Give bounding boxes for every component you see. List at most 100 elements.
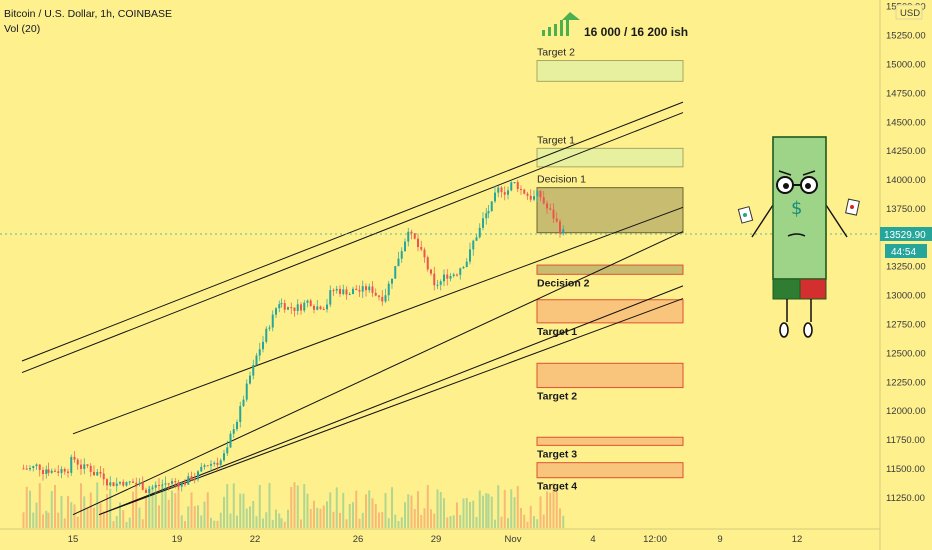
volume-bar [313,500,315,528]
volume-bar [306,493,309,528]
price-zone [536,299,684,324]
volume-bar [516,485,519,528]
target-zones: Target 2 Target 1 Decision 1 Decision 2 Targ… [536,47,684,493]
volume-bar [280,518,283,528]
candle-body [275,308,277,315]
volume-bar [397,521,400,528]
candle-body [184,482,186,485]
candle-body [258,349,261,356]
time-axis[interactable]: 15 19 22 26 29 Nov 4 12:00 9 12 [68,534,803,545]
volume-bar [63,518,66,528]
candle-body [459,268,462,275]
candle-body [329,290,332,305]
volume-bar [316,507,319,528]
volume-bar [109,488,112,528]
candle-body [180,482,183,487]
volume-bar [99,503,102,528]
candle-body [67,471,69,473]
volume-bar [494,519,496,528]
candle-body [106,479,108,486]
candle-body [549,208,552,210]
candle-body [348,294,351,296]
volume-bar [203,501,206,528]
candle-body [510,182,513,191]
time-tick-label: Nov [505,534,522,545]
volume-bar [497,485,500,528]
volume-bar [219,512,222,528]
candle-body [345,289,348,295]
candle-body [83,464,86,469]
volume-bar [365,494,367,528]
volume-bar [296,485,299,528]
volume-bar [503,489,506,528]
time-tick-label: 12:00 [643,534,667,545]
volume-bar [456,502,458,528]
volume-bar [47,512,50,528]
volume-bar [42,514,44,528]
volume-bar [507,518,509,528]
volume-bar [361,512,364,528]
volume-bar [132,491,134,528]
candle-body [303,302,306,311]
volume-bar [164,488,167,528]
zone-label: Target 1 [537,134,575,146]
volume-bar [332,511,335,528]
volume-bar [161,485,164,528]
volume-bar [271,519,274,528]
candle-body [122,481,125,486]
candle-body [361,286,364,292]
candle-body [456,274,458,276]
time-tick-label: 9 [717,534,722,545]
volume-bar [559,508,561,528]
price-tick-label: 11750.00 [886,435,925,446]
volume-bar [245,508,248,528]
volume-bar [303,484,306,528]
volume-bar [387,518,390,528]
volume-bar [549,492,552,528]
volume-bar [319,508,322,528]
volume-bar [135,484,138,528]
volume-bar [542,514,545,528]
candle-body [319,306,322,309]
volume-bar [206,492,209,528]
volume-bar [145,497,147,528]
volume-bar [407,494,410,528]
price-zone [536,362,684,389]
candle-body [436,284,439,286]
candle-body [255,355,258,365]
time-tick-label: 19 [172,534,183,545]
price-tick-label: 11500.00 [886,464,925,475]
candle-body [391,278,393,284]
candle-body [316,306,319,310]
price-tick-label: 12250.00 [886,377,926,388]
volume-bar [423,508,426,528]
current-price-badge[interactable] [880,227,932,241]
candle-body [439,281,442,285]
volume-bar [76,516,79,528]
candle-body [290,307,293,309]
volume-bar [342,492,345,528]
volume-bar [529,505,532,528]
candle-body [187,476,190,485]
channel-line [21,112,684,374]
channel-line [98,298,684,516]
price-tick-label: 14750.00 [886,88,926,99]
candle-body [73,456,76,460]
volume-bar [533,516,535,528]
volume-bar [255,516,258,528]
current-price-value: 13529.90 [884,230,926,241]
volume-bar [394,514,397,528]
volume-bar [275,509,277,528]
volume-bar [102,511,105,528]
candle-body [115,483,118,486]
volume-bar [449,516,452,528]
candle-body [42,469,44,475]
candle-body [174,481,177,483]
volume-bar [520,507,522,528]
volume-bar [413,508,416,528]
volume-bar [352,502,354,528]
candle-body [29,468,31,470]
volume-bar [552,483,555,528]
volume-bar [73,504,76,528]
